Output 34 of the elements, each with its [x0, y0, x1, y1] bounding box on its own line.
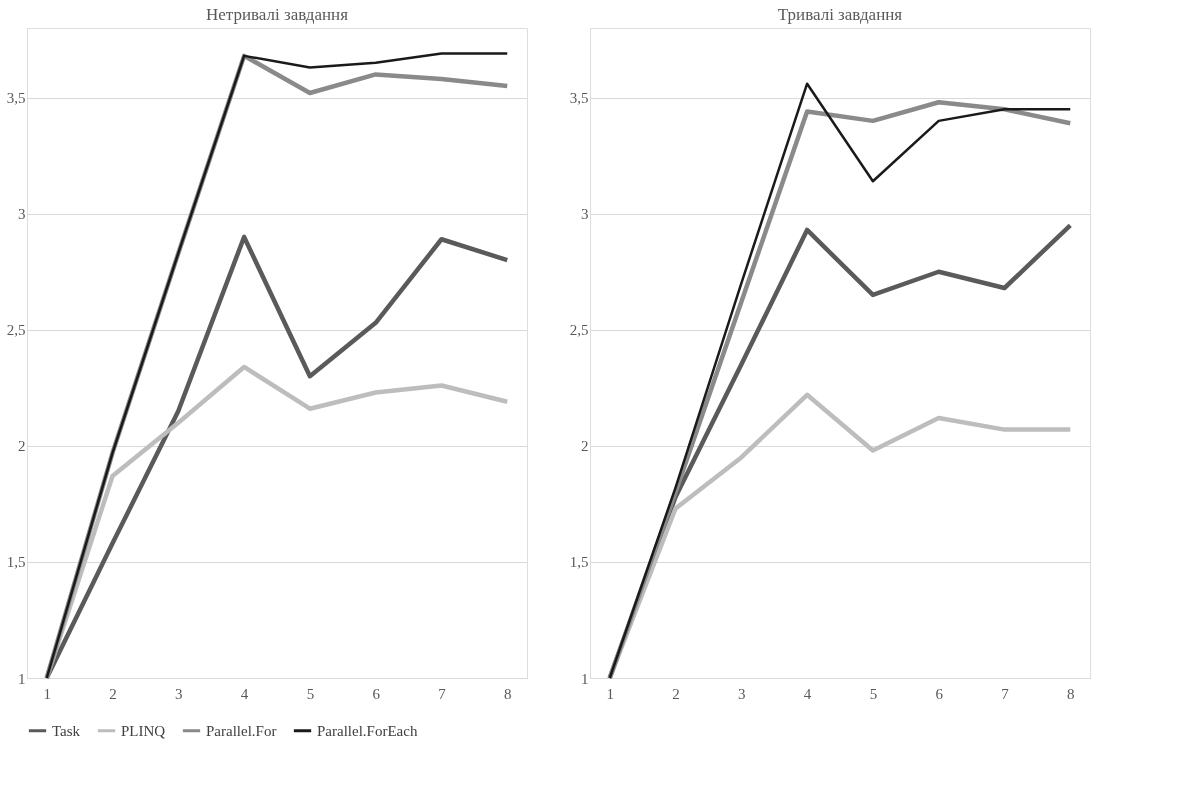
y-tick-label: 3 [18, 206, 26, 223]
x-tick-label: 4 [803, 685, 812, 702]
x-tick-label: 5 [869, 685, 878, 702]
legend-label: Parallel.ForEach [317, 722, 418, 739]
y-tick-label: 3 [581, 206, 589, 223]
y-tick-label: 1,5 [6, 554, 26, 571]
x-tick-label: 6 [372, 685, 381, 702]
x-tick-label: 8 [504, 685, 512, 702]
y-tick-label: 3,5 [569, 90, 589, 107]
chart-title: Тривалі завдання [777, 5, 903, 24]
x-tick-label: 7 [438, 685, 447, 702]
x-tick-label: 1 [606, 685, 614, 702]
y-tick-label: 2,5 [6, 322, 26, 339]
x-tick-label: 2 [672, 685, 680, 702]
y-tick-label: 2 [18, 438, 26, 455]
x-tick-label: 5 [306, 685, 315, 702]
y-tick-label: 2,5 [569, 322, 589, 339]
x-tick-label: 1 [43, 685, 51, 702]
y-tick-label: 1,5 [569, 554, 589, 571]
chart-title: Нетривалі завдання [205, 5, 349, 24]
y-tick-label: 3,5 [6, 90, 26, 107]
x-tick-label: 4 [240, 685, 249, 702]
y-tick-label: 1 [581, 670, 589, 687]
y-tick-label: 1 [18, 670, 26, 687]
x-tick-label: 7 [1001, 685, 1010, 702]
legend-label: Task [52, 722, 81, 739]
x-tick-label: 8 [1067, 685, 1075, 702]
x-tick-label: 2 [109, 685, 117, 702]
x-tick-label: 6 [935, 685, 944, 702]
x-tick-label: 3 [738, 685, 746, 702]
legend-label: Parallel.For [206, 722, 277, 739]
x-tick-label: 3 [175, 685, 183, 702]
y-tick-label: 2 [581, 438, 589, 455]
legend-label: PLINQ [121, 722, 166, 739]
